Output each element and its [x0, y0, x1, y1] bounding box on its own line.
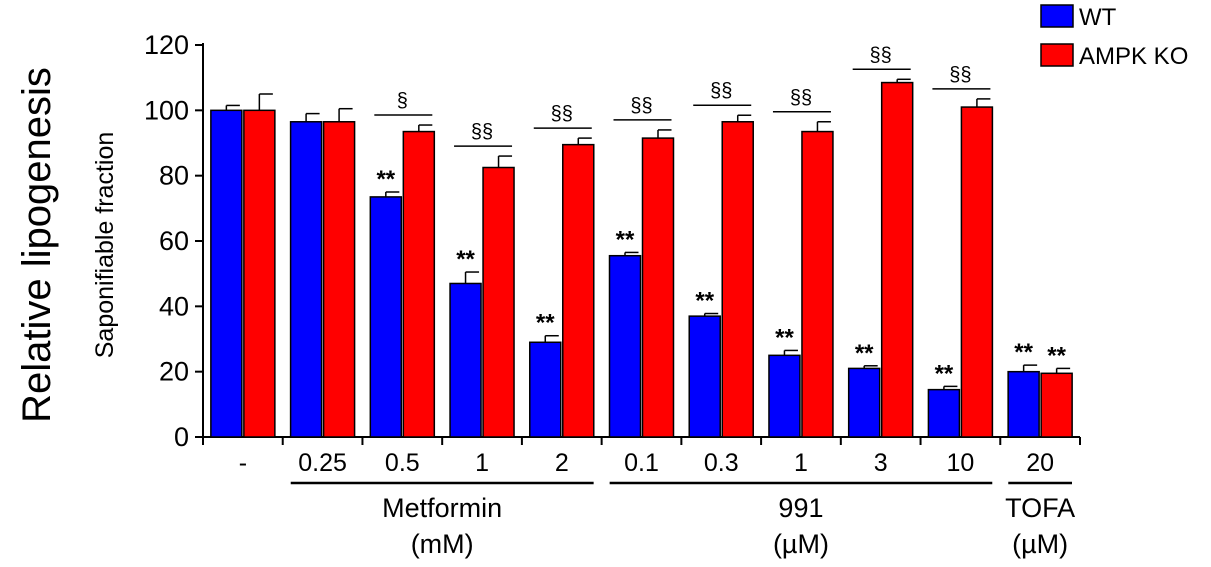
- wt-significance: **: [935, 360, 954, 387]
- comparison-significance: §§: [949, 64, 971, 86]
- wt-significance: **: [376, 166, 395, 193]
- bar-ampk-ko: [960, 106, 994, 438]
- axes: 0 20 40 60 80 100 120 - 0.25 0.5 1 2 0.1 0.3 1 3 10 20: [144, 30, 1081, 477]
- bars: [210, 78, 1073, 438]
- bar-ampk-ko: [1040, 372, 1073, 438]
- bar-wt: [449, 282, 482, 438]
- y-tick-label: 100: [144, 95, 189, 125]
- bar-ampk-ko: [322, 121, 356, 438]
- comparison-significance: §§: [790, 87, 812, 109]
- bar-ampk-ko: [801, 130, 834, 438]
- x-tick-label: 0.25: [298, 449, 347, 477]
- legend-label-wt: WT: [1079, 4, 1117, 31]
- bar-wt: [529, 341, 562, 438]
- y-tick-label: 80: [159, 161, 189, 191]
- wt-significance: **: [775, 324, 794, 351]
- legend: WT AMPK KO: [1040, 4, 1188, 70]
- x-tick-label: 0.3: [704, 449, 739, 477]
- significance-marks: ** § ** §§ ** §§ ** §§ ** §§ ** §§ ** §§ ** §§ ** **: [374, 44, 1067, 387]
- comparison-significance: §§: [630, 95, 652, 117]
- bar-wt: [210, 109, 243, 438]
- x-tick-label: 20: [1026, 449, 1054, 477]
- wt-significance: **: [1014, 339, 1033, 366]
- y-axis-main-label: Relative lipogenesis: [15, 67, 59, 423]
- group-label: TOFA: [1005, 493, 1075, 523]
- comparison-significance: §§: [551, 103, 573, 125]
- bar-ampk-ko: [641, 137, 675, 438]
- wt-significance: **: [695, 288, 714, 315]
- bar-ampk-ko: [243, 109, 276, 438]
- comparison-significance: §§: [710, 80, 732, 102]
- y-axis-label: Saponifiable fraction: [91, 132, 119, 359]
- x-tick-label: 2: [555, 449, 569, 477]
- treatment-groups: Metformin (mM) 991 (µM) TOFA (µM): [290, 481, 1075, 559]
- group-unit: (mM): [411, 529, 474, 559]
- bar-wt: [927, 388, 961, 438]
- ko-significance: **: [1047, 342, 1066, 369]
- bar-wt: [1007, 370, 1040, 438]
- bar-ampk-ko: [562, 143, 595, 438]
- bar-wt: [608, 254, 642, 438]
- bar-ampk-ko: [880, 81, 914, 438]
- x-tick-label: -: [239, 449, 247, 477]
- x-tick-label: 0.1: [624, 449, 659, 477]
- x-tick-label: 0.5: [385, 449, 420, 477]
- wt-significance: **: [855, 340, 874, 367]
- y-tick-label: 120: [144, 30, 189, 60]
- bar-wt: [688, 315, 721, 438]
- bar-wt: [289, 121, 323, 438]
- y-tick-label: 0: [174, 422, 189, 452]
- bar-ampk-ko: [721, 121, 754, 438]
- bar-ampk-ko: [482, 166, 515, 438]
- legend-label-ampk-ko: AMPK KO: [1079, 43, 1188, 70]
- wt-significance: **: [616, 226, 635, 253]
- bar-wt: [369, 196, 403, 438]
- x-tick-label: 10: [947, 449, 975, 477]
- group-label: 991: [778, 493, 823, 523]
- y-tick-label: 60: [159, 226, 189, 256]
- comparison-significance: §: [397, 90, 408, 112]
- group-unit: (µM): [1012, 529, 1068, 559]
- bar-wt: [768, 354, 801, 438]
- x-tick-label: 3: [874, 449, 888, 477]
- group-unit: (µM): [773, 529, 829, 559]
- legend-swatch-wt: [1040, 4, 1074, 28]
- comparison-significance: §§: [870, 44, 892, 66]
- y-tick-label: 20: [159, 357, 189, 387]
- y-tick-label: 40: [159, 291, 189, 321]
- x-tick-label: 1: [794, 449, 808, 477]
- bar-ampk-ko: [402, 130, 436, 438]
- comparison-significance: §§: [471, 121, 493, 143]
- group-label: Metformin: [382, 493, 502, 523]
- bar-wt: [847, 367, 881, 438]
- wt-significance: **: [536, 310, 555, 337]
- legend-swatch-ampk-ko: [1040, 43, 1074, 67]
- x-tick-label: 1: [475, 449, 489, 477]
- wt-significance: **: [456, 246, 475, 273]
